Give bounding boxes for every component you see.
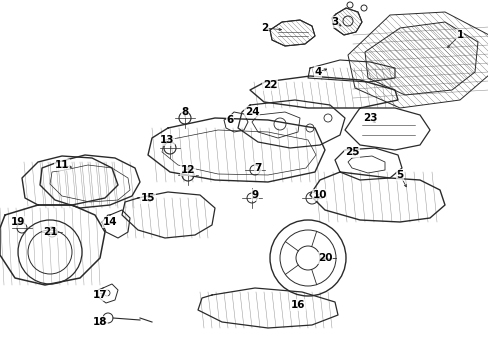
Text: 23: 23 <box>362 113 376 123</box>
Text: 2: 2 <box>261 23 268 33</box>
Text: 13: 13 <box>160 135 174 145</box>
Text: 16: 16 <box>290 300 305 310</box>
Text: 15: 15 <box>141 193 155 203</box>
Text: 10: 10 <box>312 190 326 200</box>
Text: 18: 18 <box>93 317 107 327</box>
Text: 1: 1 <box>455 30 463 40</box>
Text: 17: 17 <box>93 290 107 300</box>
Text: 3: 3 <box>331 17 338 27</box>
Text: 11: 11 <box>55 160 69 170</box>
Text: 19: 19 <box>11 217 25 227</box>
Text: 24: 24 <box>244 107 259 117</box>
Text: 21: 21 <box>42 227 57 237</box>
Text: 12: 12 <box>181 165 195 175</box>
Text: 22: 22 <box>262 80 277 90</box>
Text: 9: 9 <box>251 190 258 200</box>
Text: 25: 25 <box>344 147 359 157</box>
Text: 6: 6 <box>226 115 233 125</box>
Text: 8: 8 <box>181 107 188 117</box>
Text: 14: 14 <box>102 217 117 227</box>
Text: 20: 20 <box>317 253 331 263</box>
Text: 7: 7 <box>254 163 261 173</box>
Text: 4: 4 <box>314 67 321 77</box>
Text: 5: 5 <box>396 170 403 180</box>
